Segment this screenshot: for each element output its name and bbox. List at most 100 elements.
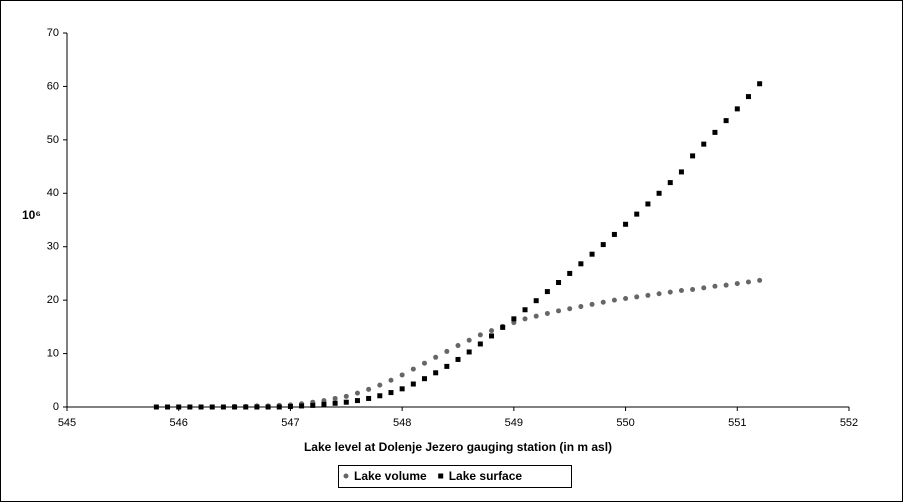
y-tick-label: 40 <box>47 187 59 199</box>
point <box>421 360 427 366</box>
point <box>332 395 338 401</box>
point <box>165 404 171 410</box>
point <box>645 292 651 298</box>
point <box>276 404 282 410</box>
legend-marker <box>343 473 349 479</box>
point <box>477 332 483 338</box>
point <box>634 211 640 217</box>
point <box>645 201 651 207</box>
point <box>265 404 271 410</box>
point <box>310 402 316 408</box>
point <box>377 393 383 399</box>
point <box>321 401 327 407</box>
point <box>656 190 662 196</box>
point <box>734 106 740 112</box>
point <box>433 354 439 360</box>
y-tick-label: 20 <box>47 294 59 306</box>
point <box>299 403 305 409</box>
point <box>489 328 495 334</box>
point <box>533 298 539 304</box>
x-tick-label: 549 <box>505 417 523 429</box>
point <box>723 118 729 124</box>
point <box>343 393 349 399</box>
point <box>567 306 573 312</box>
x-tick-label: 547 <box>281 417 299 429</box>
legend-box <box>338 465 572 488</box>
point <box>477 341 483 347</box>
y-tick-label: 70 <box>47 27 59 39</box>
point <box>544 311 550 316</box>
point <box>176 404 182 410</box>
y-tick-label: 10 <box>47 347 59 359</box>
point <box>678 169 684 175</box>
point <box>656 291 662 297</box>
point <box>410 381 416 387</box>
point <box>220 404 226 410</box>
point <box>444 348 450 354</box>
x-tick-label: 546 <box>170 417 188 429</box>
point <box>712 283 718 289</box>
point <box>500 324 506 330</box>
point <box>466 337 472 343</box>
point <box>388 377 394 383</box>
point <box>600 299 606 305</box>
point <box>556 280 562 286</box>
point <box>243 404 249 410</box>
point <box>589 301 595 307</box>
point <box>522 316 528 322</box>
point <box>611 297 617 303</box>
point <box>734 281 740 287</box>
point <box>489 333 495 339</box>
point <box>544 289 550 295</box>
point <box>556 308 562 314</box>
x-tick-label: 545 <box>58 417 76 429</box>
x-axis-title: Lake level at Dolenje Jezero gauging sta… <box>304 440 612 454</box>
point <box>187 404 193 410</box>
point <box>153 404 159 410</box>
point <box>455 356 461 362</box>
point <box>745 94 751 100</box>
point <box>701 285 707 291</box>
point <box>701 141 707 147</box>
point <box>466 349 472 355</box>
point <box>578 261 584 267</box>
point <box>533 313 539 319</box>
point <box>578 304 584 310</box>
point <box>399 372 405 378</box>
point <box>712 129 718 135</box>
point <box>332 400 338 406</box>
point <box>723 282 729 288</box>
y-axis-title: 10⁶ <box>22 208 41 222</box>
point <box>611 231 617 237</box>
point <box>600 242 606 248</box>
y-tick-label: 0 <box>53 401 59 413</box>
point <box>522 307 528 313</box>
point <box>623 221 629 227</box>
point <box>232 404 238 410</box>
point <box>421 376 427 382</box>
y-tick-label: 30 <box>47 241 59 253</box>
point <box>399 386 405 392</box>
point <box>757 81 763 87</box>
point <box>377 382 383 388</box>
point <box>209 404 215 410</box>
point <box>388 390 394 396</box>
point <box>354 390 360 396</box>
point <box>287 403 293 409</box>
point <box>567 270 573 276</box>
x-tick-label: 552 <box>840 417 858 429</box>
y-tick-label: 50 <box>47 134 59 146</box>
point <box>198 404 204 410</box>
point <box>589 251 595 257</box>
point <box>690 286 696 292</box>
point <box>667 289 673 295</box>
point <box>433 370 439 376</box>
point <box>745 279 751 285</box>
point <box>444 363 450 369</box>
point <box>366 395 372 401</box>
x-tick-label: 548 <box>393 417 411 429</box>
point <box>343 399 349 405</box>
point <box>667 180 673 186</box>
